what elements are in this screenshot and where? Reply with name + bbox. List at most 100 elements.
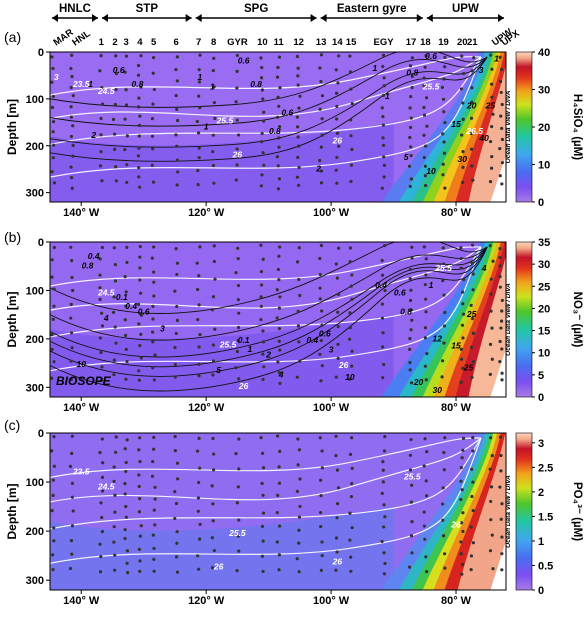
sample-dot <box>278 295 282 299</box>
sample-dot <box>69 316 73 320</box>
sample-dot <box>348 377 352 381</box>
sample-dot <box>70 259 74 263</box>
sample-dot <box>490 125 494 129</box>
sample-dot <box>409 177 414 181</box>
sample-dot <box>500 371 504 375</box>
sample-dot <box>459 87 464 91</box>
sample-dot <box>461 436 466 440</box>
contour-label: 0.1 <box>238 335 250 345</box>
sample-dot <box>335 516 339 520</box>
sample-dot <box>470 100 474 104</box>
sample-dot <box>491 567 495 571</box>
sample-dot <box>152 569 156 573</box>
sample-dot <box>443 566 447 570</box>
colorbar-tick-label: 30 <box>538 85 550 97</box>
contour-label: 0.4 <box>306 335 318 345</box>
colorbar: 0 10 20 30 40 H₄SiO₄ (µM) <box>515 47 583 209</box>
sample-dot <box>138 344 142 348</box>
sample-dot <box>498 255 502 260</box>
x-tick-label: 80° W <box>441 207 472 219</box>
sample-dot <box>334 375 338 379</box>
sample-dot <box>489 53 493 57</box>
sample-dot <box>441 279 445 283</box>
sample-dot <box>100 489 105 493</box>
sample-dot <box>319 568 323 572</box>
sample-dot <box>236 133 241 137</box>
sample-dot <box>425 351 429 356</box>
sample-dot <box>114 87 118 92</box>
sample-dot <box>70 275 74 280</box>
sample-dot <box>175 530 179 534</box>
sample-dot <box>235 349 240 354</box>
sample-dot <box>198 106 202 110</box>
sample-dot <box>488 342 493 346</box>
sample-dot <box>150 134 155 138</box>
colorbar-tick-label: 35 <box>538 237 550 249</box>
sample-dot <box>334 568 338 572</box>
sample-dot <box>409 153 413 158</box>
sample-dot <box>442 110 446 114</box>
sample-dot <box>348 311 352 315</box>
sample-dot <box>69 539 74 543</box>
sample-dot <box>138 534 142 538</box>
sample-dot <box>211 519 215 523</box>
sample-dot <box>126 571 130 575</box>
sample-dot <box>50 55 54 59</box>
sample-dot <box>490 454 494 458</box>
sample-dot <box>442 552 447 556</box>
sample-dot <box>334 91 339 95</box>
sample-dot <box>320 466 324 470</box>
sample-dot <box>123 482 127 486</box>
sample-dot <box>408 276 412 281</box>
sample-dot <box>408 337 412 341</box>
sample-dot <box>236 246 240 250</box>
sample-dot <box>277 136 281 140</box>
sample-dot <box>275 115 280 119</box>
sample-dot <box>259 56 263 60</box>
sample-dot <box>113 568 117 572</box>
sample-dot <box>319 145 323 149</box>
y-tick-label: 300 <box>26 575 44 587</box>
sample-dot <box>443 186 447 190</box>
sample-dot <box>320 309 324 313</box>
sample-dot <box>349 134 353 138</box>
sample-dot <box>277 553 281 557</box>
sample-dot <box>276 187 281 191</box>
sample-dot <box>50 80 54 84</box>
colorbar-tick-label: 0 <box>538 392 544 404</box>
sample-dot <box>70 346 74 350</box>
sample-dot <box>114 435 118 439</box>
sample-dot <box>277 55 282 59</box>
contour-label: 2 <box>315 164 321 174</box>
sample-dot <box>319 243 323 248</box>
sample-dot <box>137 378 141 382</box>
sample-dot <box>138 266 142 270</box>
contour-label: 26 <box>232 149 243 159</box>
sample-dot <box>488 549 493 553</box>
sample-dot <box>498 264 502 268</box>
sample-dot <box>151 340 155 344</box>
sample-dot <box>69 176 74 180</box>
colorbar-ramp <box>515 241 533 398</box>
plot-frame <box>49 51 507 203</box>
contour-label: 3 <box>160 324 165 334</box>
sample-dot <box>114 341 118 345</box>
sample-dot <box>459 246 463 250</box>
sample-dot <box>442 293 446 297</box>
sample-dot <box>498 360 502 364</box>
sample-dot <box>276 267 281 272</box>
contour-label: 26 <box>450 520 461 530</box>
sample-dot <box>297 246 301 250</box>
colorbar-tick-label: 1 <box>538 536 544 548</box>
sample-dot <box>296 83 300 87</box>
sample-dot <box>424 144 428 148</box>
sample-dot <box>350 481 354 486</box>
sample-dot <box>470 261 474 265</box>
sample-dot <box>114 54 118 58</box>
sample-dot <box>237 377 241 381</box>
sample-dot <box>295 375 299 379</box>
sample-dot <box>71 124 75 128</box>
station-label: 12 <box>293 37 304 48</box>
